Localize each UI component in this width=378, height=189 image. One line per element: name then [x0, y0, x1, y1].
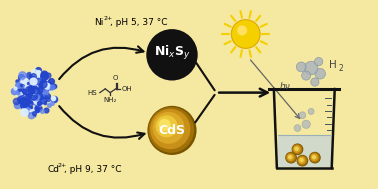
Circle shape [237, 25, 247, 36]
Circle shape [155, 115, 178, 137]
Text: NH₂: NH₂ [104, 97, 117, 103]
Circle shape [311, 78, 319, 86]
Circle shape [312, 155, 316, 159]
Circle shape [147, 106, 197, 155]
Text: Cd: Cd [47, 165, 59, 174]
Text: , pH 5, 37 °C: , pH 5, 37 °C [110, 18, 167, 27]
Circle shape [231, 20, 260, 48]
Circle shape [158, 119, 171, 131]
Circle shape [296, 62, 306, 72]
Text: H: H [329, 60, 337, 70]
Circle shape [299, 112, 306, 119]
Circle shape [298, 156, 306, 164]
Circle shape [297, 155, 307, 166]
Text: CdS: CdS [158, 124, 186, 137]
Circle shape [314, 57, 323, 66]
Circle shape [292, 144, 302, 154]
Circle shape [287, 153, 294, 161]
Circle shape [299, 158, 304, 162]
Text: O: O [113, 75, 118, 81]
Circle shape [293, 145, 301, 153]
Circle shape [292, 143, 303, 155]
Circle shape [302, 120, 310, 129]
Text: , pH 9, 37 °C: , pH 9, 37 °C [64, 165, 121, 174]
Circle shape [294, 146, 299, 151]
Polygon shape [278, 135, 331, 167]
Circle shape [311, 153, 318, 161]
Circle shape [149, 107, 194, 153]
Circle shape [309, 152, 321, 163]
Text: Ni$_x$S$_y$: Ni$_x$S$_y$ [153, 43, 191, 62]
Circle shape [146, 29, 198, 81]
Circle shape [302, 71, 311, 80]
Text: HS: HS [87, 90, 97, 96]
Text: 2+: 2+ [103, 16, 112, 21]
Text: 2: 2 [338, 64, 343, 73]
Text: OH: OH [121, 86, 132, 92]
Circle shape [310, 152, 320, 163]
Text: hν: hν [279, 82, 290, 91]
Circle shape [297, 155, 308, 167]
Circle shape [288, 155, 293, 159]
Circle shape [153, 112, 184, 144]
Circle shape [150, 109, 191, 149]
Circle shape [315, 68, 325, 79]
Text: Ni: Ni [94, 18, 104, 27]
Circle shape [308, 108, 314, 115]
Circle shape [294, 125, 301, 132]
Circle shape [286, 152, 296, 163]
Text: 2+: 2+ [57, 163, 66, 168]
Circle shape [285, 152, 297, 163]
Circle shape [304, 61, 318, 75]
